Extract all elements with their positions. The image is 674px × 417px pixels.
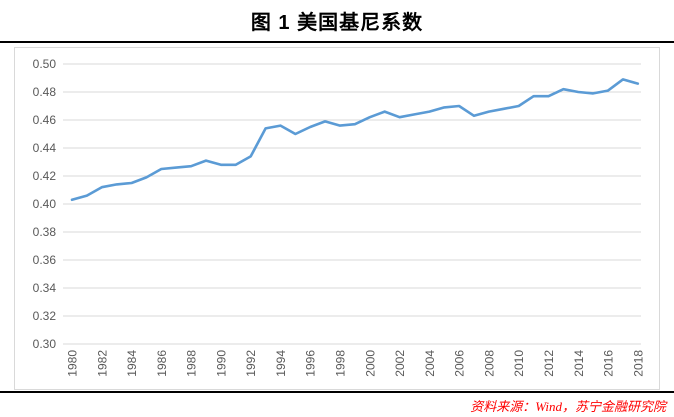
svg-text:2010: 2010 bbox=[512, 350, 526, 377]
svg-text:1996: 1996 bbox=[304, 350, 318, 377]
svg-text:2012: 2012 bbox=[542, 350, 556, 377]
svg-text:2006: 2006 bbox=[453, 350, 467, 377]
svg-text:0.44: 0.44 bbox=[33, 141, 57, 155]
svg-text:2018: 2018 bbox=[631, 350, 645, 377]
svg-text:1982: 1982 bbox=[95, 350, 109, 377]
svg-text:2008: 2008 bbox=[482, 350, 496, 377]
svg-text:0.34: 0.34 bbox=[33, 281, 57, 295]
svg-text:2002: 2002 bbox=[393, 350, 407, 377]
svg-text:0.36: 0.36 bbox=[33, 253, 57, 267]
chart-area: 0.30 0.32 0.34 0.36 0.38 0.40 0.42 0.44 0.46 0.48… bbox=[14, 47, 660, 390]
svg-text:1992: 1992 bbox=[244, 350, 258, 377]
svg-text:0.38: 0.38 bbox=[33, 225, 57, 239]
svg-text:1980: 1980 bbox=[66, 350, 80, 377]
svg-text:0.50: 0.50 bbox=[33, 57, 57, 71]
svg-text:1986: 1986 bbox=[155, 350, 169, 377]
svg-text:0.42: 0.42 bbox=[33, 169, 57, 183]
svg-text:1998: 1998 bbox=[334, 350, 348, 377]
svg-text:1990: 1990 bbox=[214, 350, 228, 377]
svg-text:2000: 2000 bbox=[363, 350, 377, 377]
svg-text:0.30: 0.30 bbox=[33, 337, 57, 351]
svg-text:1994: 1994 bbox=[274, 350, 288, 377]
svg-text:1988: 1988 bbox=[185, 350, 199, 377]
svg-text:0.32: 0.32 bbox=[33, 309, 57, 323]
bottom-divider bbox=[0, 391, 674, 393]
line-chart: 0.30 0.32 0.34 0.36 0.38 0.40 0.42 0.44 0.46 0.48… bbox=[33, 57, 646, 377]
top-divider bbox=[0, 41, 674, 43]
chart-title: 图 1 美国基尼系数 bbox=[250, 12, 424, 34]
svg-text:0.40: 0.40 bbox=[33, 197, 57, 211]
source-attribution: 资料来源：Wind，苏宁金融研究院 bbox=[470, 399, 666, 414]
svg-text:1984: 1984 bbox=[125, 350, 139, 377]
svg-text:2014: 2014 bbox=[572, 350, 586, 377]
svg-text:0.48: 0.48 bbox=[33, 85, 57, 99]
svg-text:2004: 2004 bbox=[423, 350, 437, 377]
svg-text:0.46: 0.46 bbox=[33, 113, 57, 127]
svg-text:2016: 2016 bbox=[602, 350, 616, 377]
